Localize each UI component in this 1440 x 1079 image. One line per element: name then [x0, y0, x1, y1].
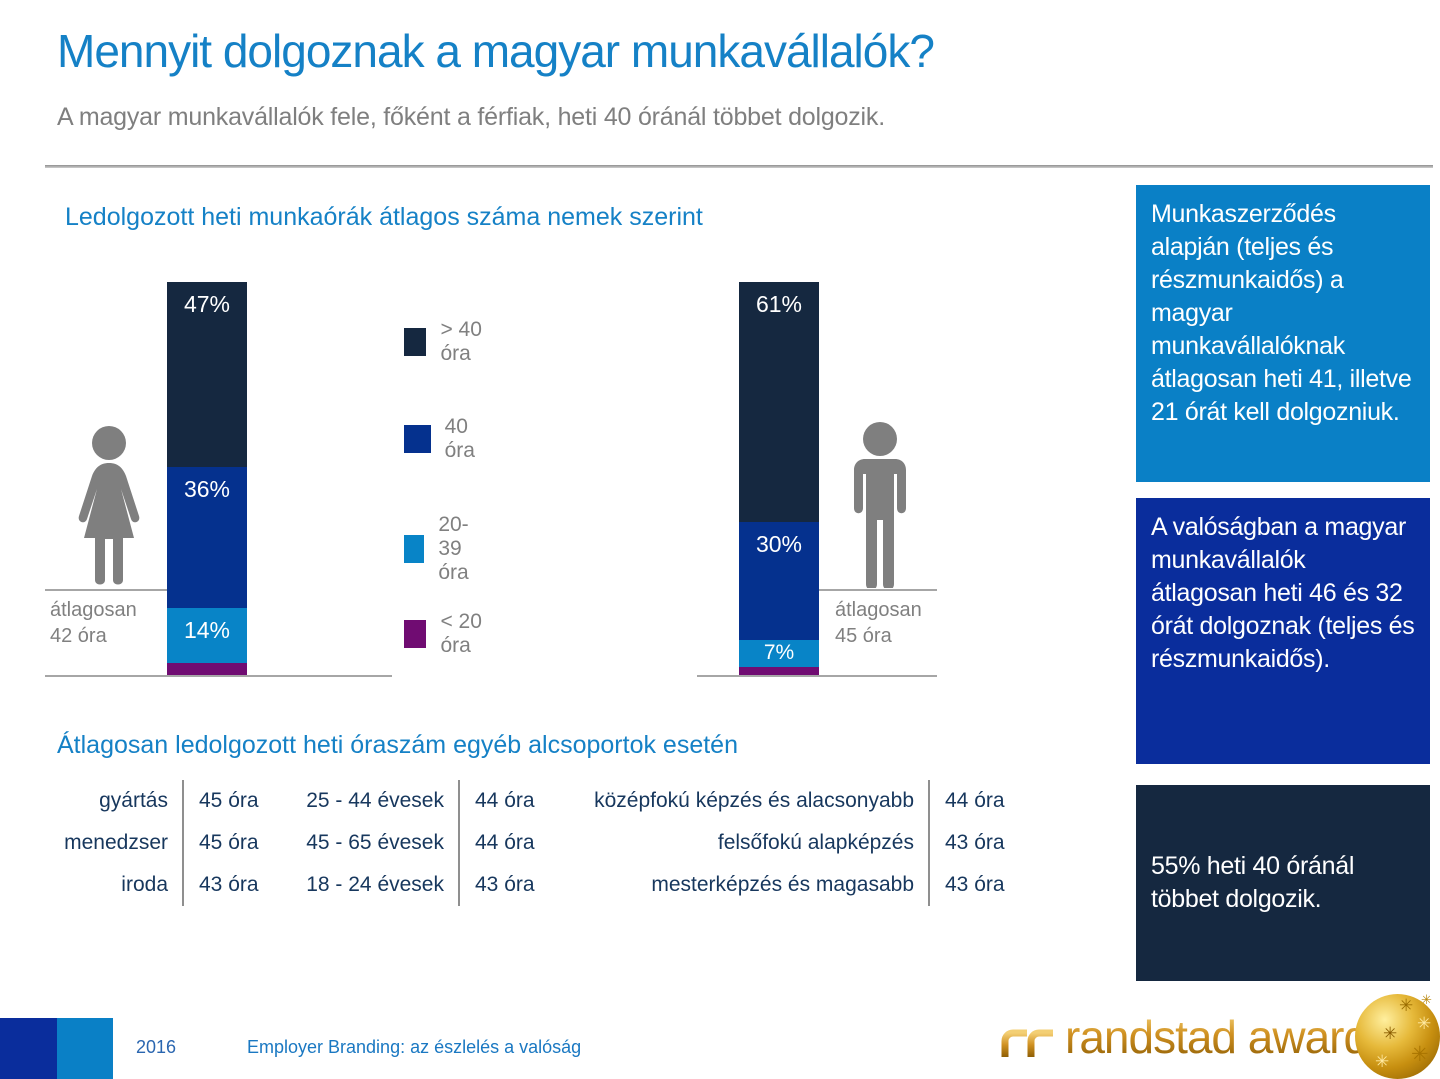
- legend-label: > 40 óra: [440, 318, 482, 365]
- avg-label-male: átlagosan 45 óra: [835, 599, 922, 647]
- female-icon: [63, 426, 155, 588]
- subgroup-table-age: 25 - 44 évesek 45 - 65 évesek 18 - 24 év…: [300, 780, 548, 906]
- bar-segment-gt40: 47%: [167, 282, 247, 467]
- legend-item-40: 40 óra: [404, 415, 486, 463]
- page-subtitle: A magyar munkavállalók fele, főként a fé…: [57, 103, 885, 131]
- row-value: 44 óra: [475, 831, 535, 854]
- callout-contract-hours: Munkaszerződés alapján (teljes és részmu…: [1136, 185, 1430, 482]
- bar-segment-20-39: 14%: [167, 608, 247, 664]
- row-value: 43 óra: [475, 873, 535, 896]
- legend-swatch-lightblue: [404, 535, 425, 563]
- row-label: menedzser: [64, 831, 168, 854]
- legend-swatch-purple: [404, 620, 427, 648]
- stacked-bar-female: 47% 36% 14%: [167, 282, 247, 675]
- row-label: 25 - 44 évesek: [306, 789, 444, 812]
- avg-label-female: átlagosan 42 óra: [50, 599, 137, 647]
- row-value: 45 óra: [199, 831, 259, 854]
- header-divider: [45, 165, 1433, 168]
- subgroup-table-education: középfokú képzés és alacsonyabb felsőfok…: [560, 780, 1018, 906]
- row-value: 43 óra: [945, 873, 1005, 896]
- row-value: 45 óra: [199, 789, 259, 812]
- row-value: 43 óra: [199, 873, 259, 896]
- legend-label: < 20 óra: [440, 610, 482, 657]
- callout-actual-hours: A valóságban a magyar munkavállalók átla…: [1136, 498, 1430, 764]
- bar-axis-left: [45, 675, 392, 677]
- row-label: középfokú képzés és alacsonyabb: [594, 789, 914, 812]
- footer-square-light: [57, 1018, 113, 1079]
- legend-swatch-royal: [404, 425, 431, 453]
- randstad-logo-text: randstad award: [1065, 1011, 1369, 1063]
- subgroup-table-sector: gyártás menedzser iroda 45 óra 45 óra 43…: [57, 780, 272, 906]
- page-title: Mennyit dolgoznak a magyar munkavállalók…: [57, 25, 935, 77]
- footer-year: 2016: [136, 1037, 177, 1057]
- chart-title: Ledolgozott heti munkaórák átlagos száma…: [65, 203, 703, 231]
- legend-swatch-navy: [404, 328, 427, 356]
- stacked-bar-male: 61% 30% 7%: [739, 282, 819, 675]
- female-baseline: [45, 589, 167, 591]
- bar-axis-right: [697, 675, 937, 677]
- legend-label: 40 óra: [444, 415, 475, 462]
- row-value: 43 óra: [945, 831, 1005, 854]
- legend-item-20-39: 20-39 óra: [404, 513, 486, 585]
- bar-segment-lt20: [167, 663, 247, 675]
- bar-segment-lt20: [739, 667, 819, 675]
- row-label: gyártás: [99, 789, 168, 812]
- row-label: mesterképzés és magasabb: [651, 873, 914, 896]
- row-label: iroda: [121, 873, 168, 896]
- footer-label: Employer Branding: az észlelés a valóság: [247, 1037, 582, 1057]
- row-value: 44 óra: [945, 789, 1005, 812]
- legend-item-gt40: > 40 óra: [404, 318, 486, 366]
- male-icon: [834, 422, 926, 588]
- row-label: 18 - 24 évesek: [306, 873, 444, 896]
- legend-item-lt20: < 20 óra: [404, 610, 486, 658]
- bar-segment-20-39: 7%: [739, 639, 819, 668]
- row-label: 45 - 65 évesek: [306, 831, 444, 854]
- bar-segment-40: 36%: [167, 466, 247, 609]
- footer-square-dark: [0, 1018, 57, 1079]
- randstad-symbol-icon: [1000, 1026, 1058, 1069]
- bar-segment-40: 30%: [739, 521, 819, 640]
- row-value: 44 óra: [475, 789, 535, 812]
- randstad-award-logo: randstad award ✳ ✳ ✳ ✳ ✳ ✳: [995, 992, 1440, 1079]
- row-label: felsőfokú alapképzés: [717, 831, 914, 854]
- randstad-globe-icon: ✳ ✳ ✳ ✳ ✳ ✳: [1355, 992, 1440, 1079]
- subgroups-title: Átlagosan ledolgozott heti óraszám egyéb…: [57, 731, 738, 759]
- legend-label: 20-39 óra: [438, 513, 469, 584]
- bar-segment-gt40: 61%: [739, 282, 819, 522]
- male-baseline: [819, 589, 937, 591]
- callout-55-percent: 55% heti 40 óránál többet dolgozik.: [1136, 785, 1430, 981]
